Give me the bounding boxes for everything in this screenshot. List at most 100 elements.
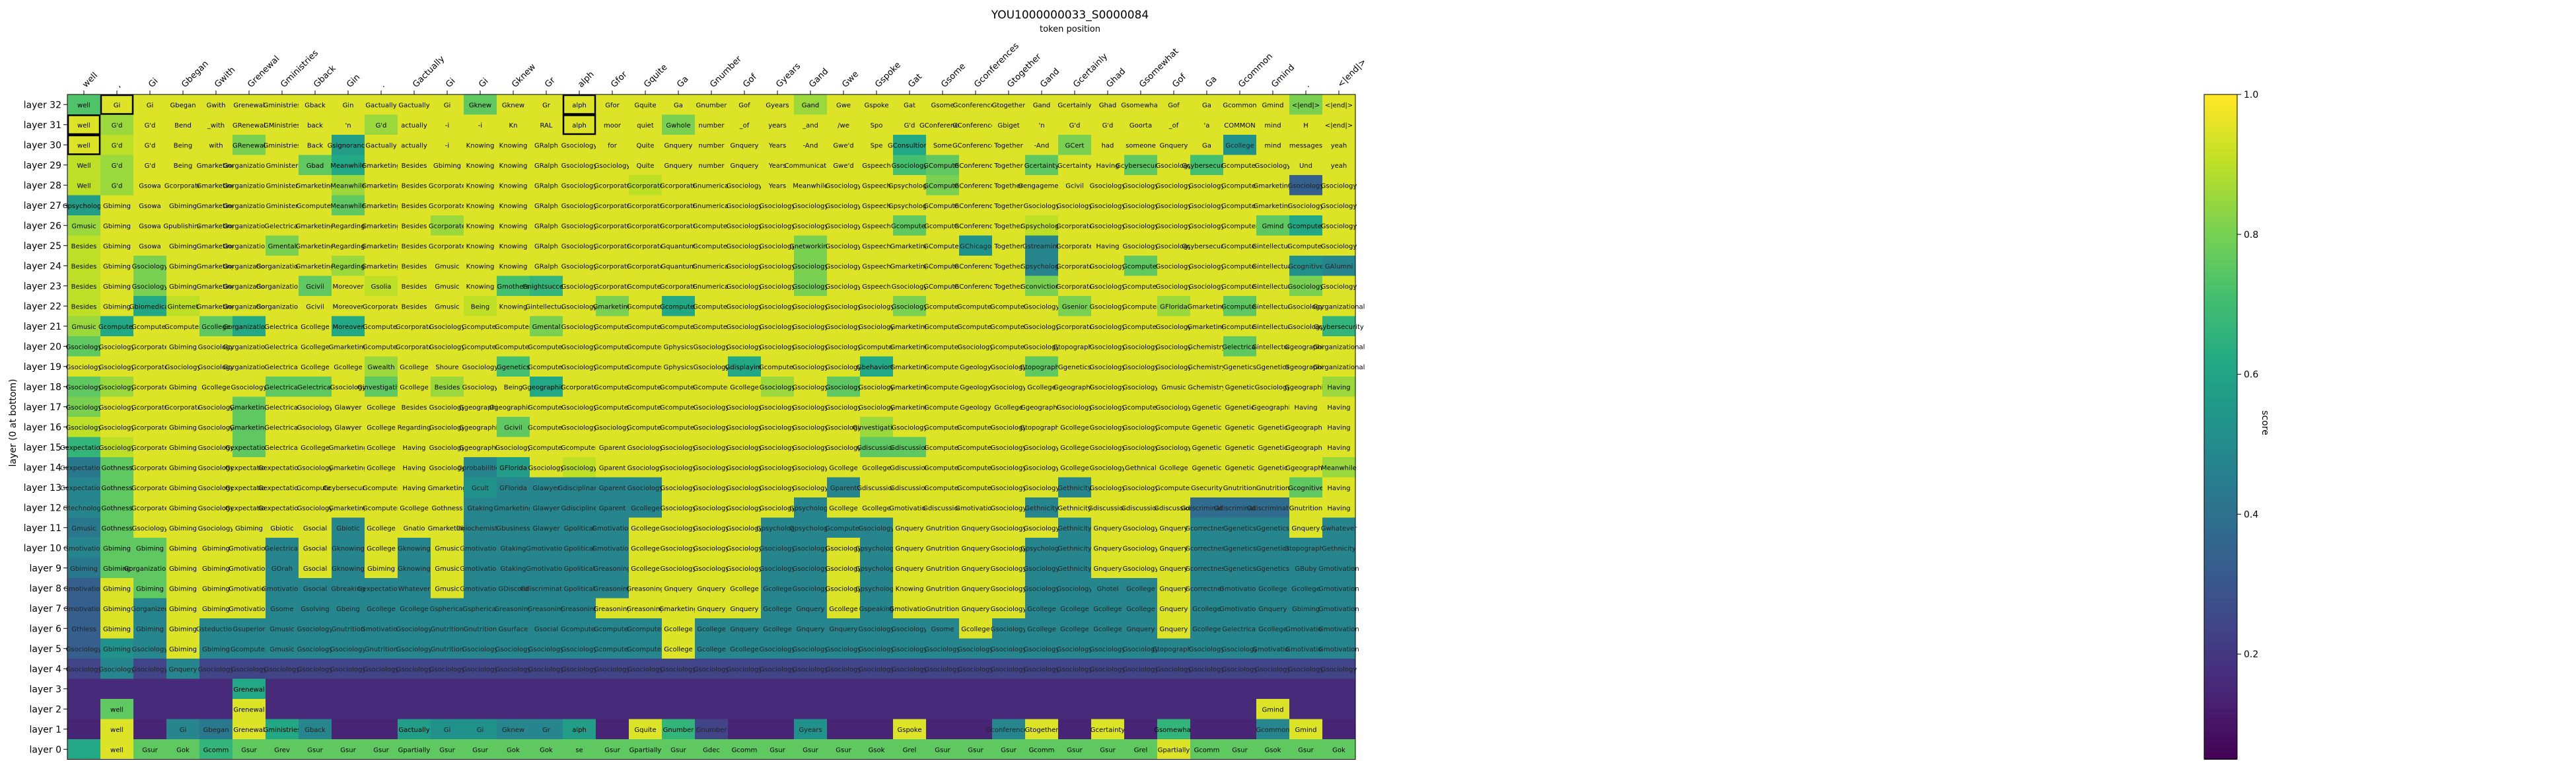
cell-label: Gmotivation [63, 606, 104, 613]
colorbar-segment [2204, 620, 2237, 627]
cell-label: Gcomputer [1155, 424, 1193, 431]
heatmap-cell [365, 215, 398, 236]
heatmap-cell [629, 678, 662, 700]
cell-label: Gsociology [760, 404, 796, 412]
heatmap-cell [629, 195, 662, 216]
cell-label: Gsociology [859, 303, 895, 310]
cell-label: Gsociology [694, 464, 730, 472]
cell-label: G'd [112, 122, 123, 129]
colorbar-segment [2204, 725, 2237, 733]
heatmap-cell [431, 175, 464, 196]
heatmap-cell [1223, 175, 1257, 196]
cell-label: alph [572, 122, 587, 129]
cell-label: Gnquery [731, 606, 759, 613]
cell-label: Gand [1033, 102, 1051, 109]
cell-label: Ga [1202, 142, 1211, 149]
cell-label: GCert [1065, 142, 1085, 149]
cell-label: Gmotivation [592, 525, 633, 532]
cell-label: Gmind [1262, 706, 1284, 713]
cell-label: Gsignorance [328, 142, 369, 149]
heatmap-cell [926, 94, 960, 115]
cell-label: Gcorporate [131, 424, 168, 431]
heatmap-cell [992, 256, 1026, 276]
cell-label: Ggenetic [1225, 445, 1255, 452]
cell-label: Gmotivation [1318, 606, 1359, 613]
heatmap-cell [926, 175, 960, 196]
heatmap-cell [1124, 678, 1158, 700]
cell-label: Gnquery [830, 626, 858, 633]
cell-label: Gprobabilities [457, 464, 503, 472]
cell-label: Knowing [499, 263, 528, 270]
cell-label: Gsociology [132, 666, 168, 673]
heatmap-cell [1058, 114, 1092, 135]
cell-label: Gphysics [663, 344, 693, 351]
cell-label: yeah [1331, 142, 1347, 149]
cell-label: Gnquery [731, 142, 759, 149]
colorbar-segment [2204, 188, 2237, 195]
heatmap-cell [199, 195, 233, 216]
cell-label: Gcybersecurity [1182, 243, 1232, 250]
heatmap-cell [1091, 256, 1125, 276]
cell-label: <|end|> [1292, 102, 1320, 109]
cell-label: Gcomputer [627, 424, 664, 431]
heatmap-cell [1289, 699, 1323, 719]
cell-label: Gcomputer [924, 424, 962, 431]
cell-label: GOrah [271, 565, 293, 573]
heatmap-cell [596, 296, 629, 316]
cell-label: Gsociology [1123, 243, 1159, 250]
cell-label: Gsociology [1024, 565, 1060, 573]
cell-label: Knowing [499, 223, 528, 230]
colorbar-segment [2204, 548, 2237, 555]
heatmap-cell [133, 215, 167, 236]
heatmap-cell [662, 155, 696, 176]
x-tick-label: Gr [543, 75, 557, 90]
cell-label: Gsociology [264, 666, 301, 673]
heatmap-cell [365, 256, 398, 276]
y-tick-label: layer 25 [24, 241, 61, 252]
heatmap-cell [1025, 256, 1059, 276]
cell-label: Gminister [266, 182, 299, 190]
heatmap-cell [1157, 175, 1191, 196]
cell-label: Gcomputer [924, 344, 962, 351]
cell-label: GConsultions [888, 142, 931, 149]
heatmap-cell [266, 114, 299, 135]
cell-label: Glawyer [532, 485, 560, 492]
cell-label: GRalph [534, 142, 558, 149]
cell-label: Gsociology [627, 485, 664, 492]
cell-label: Gcorporate [594, 182, 631, 190]
heatmap-cell [926, 155, 960, 176]
colorbar-segment [2204, 316, 2237, 322]
cell-label: Gsociology [694, 364, 730, 371]
heatmap-cell [827, 94, 861, 115]
cell-label: Gcorporate [164, 182, 201, 190]
cell-label: Gmarketing [329, 505, 368, 512]
cell-label: Gnutrition [365, 646, 398, 653]
cell-label: Gmarketing [362, 163, 401, 170]
cell-label: Gat [904, 102, 915, 109]
colorbar-segment [2204, 211, 2237, 217]
x-tick-label: Gin [345, 73, 362, 90]
cell-label: Gsociology [925, 666, 961, 673]
heatmap-cell [695, 114, 729, 135]
cell-label: Gsocial [534, 626, 558, 633]
heatmap-cell [992, 155, 1026, 176]
cell-label: Gcorporate [660, 283, 697, 291]
cell-label: Gcomputer [924, 445, 962, 452]
cell-label: Gsociology [627, 666, 664, 673]
colorbar-segment [2204, 321, 2237, 328]
cell-label: Gsociology [826, 324, 862, 331]
heatmap-cell [431, 235, 464, 256]
heatmap-cell [464, 94, 497, 115]
cell-label: Together [993, 283, 1023, 291]
colorbar-segment [2204, 437, 2237, 445]
y-tick-label: layer 1 [30, 725, 61, 735]
cell-label: Gnumber [696, 727, 728, 734]
cell-label: Gsociology [793, 646, 829, 653]
cell-label: _of [1168, 122, 1179, 129]
heatmap-cell [893, 235, 927, 256]
cell-label: Gsociology [760, 485, 796, 492]
cell-label: Ggeographic [459, 424, 501, 431]
cell-label: Gsociology [859, 666, 895, 673]
cell-label: Gbiming [169, 525, 197, 532]
cell-label: GConferences [952, 142, 999, 149]
